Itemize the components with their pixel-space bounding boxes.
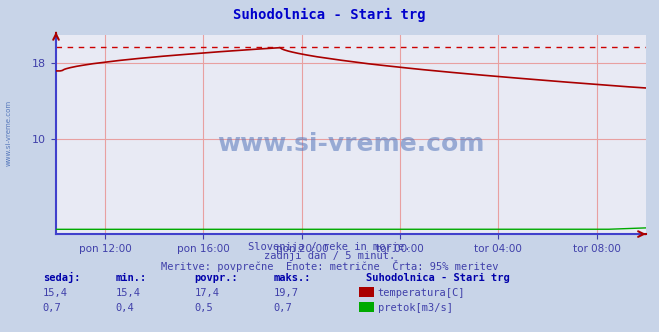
Text: www.si-vreme.com: www.si-vreme.com [217,132,484,156]
Text: www.si-vreme.com: www.si-vreme.com [5,100,11,166]
Text: Slovenija / reke in morje.: Slovenija / reke in morje. [248,242,411,252]
Text: Suhodolnica - Stari trg: Suhodolnica - Stari trg [366,273,509,283]
Text: Meritve: povprečne  Enote: metrične  Črta: 95% meritev: Meritve: povprečne Enote: metrične Črta:… [161,260,498,272]
Text: 0,7: 0,7 [273,303,292,313]
Text: zadnji dan / 5 minut.: zadnji dan / 5 minut. [264,251,395,261]
Text: 0,7: 0,7 [43,303,61,313]
Text: sedaj:: sedaj: [43,272,80,283]
Text: 15,4: 15,4 [43,288,68,298]
Text: pretok[m3/s]: pretok[m3/s] [378,303,453,313]
Text: 17,4: 17,4 [194,288,219,298]
Text: povpr.:: povpr.: [194,273,238,283]
Text: 0,4: 0,4 [115,303,134,313]
Text: 15,4: 15,4 [115,288,140,298]
Text: 0,5: 0,5 [194,303,213,313]
Text: maks.:: maks.: [273,273,311,283]
Text: temperatura[C]: temperatura[C] [378,288,465,298]
Text: min.:: min.: [115,273,146,283]
Text: 19,7: 19,7 [273,288,299,298]
Text: Suhodolnica - Stari trg: Suhodolnica - Stari trg [233,8,426,23]
